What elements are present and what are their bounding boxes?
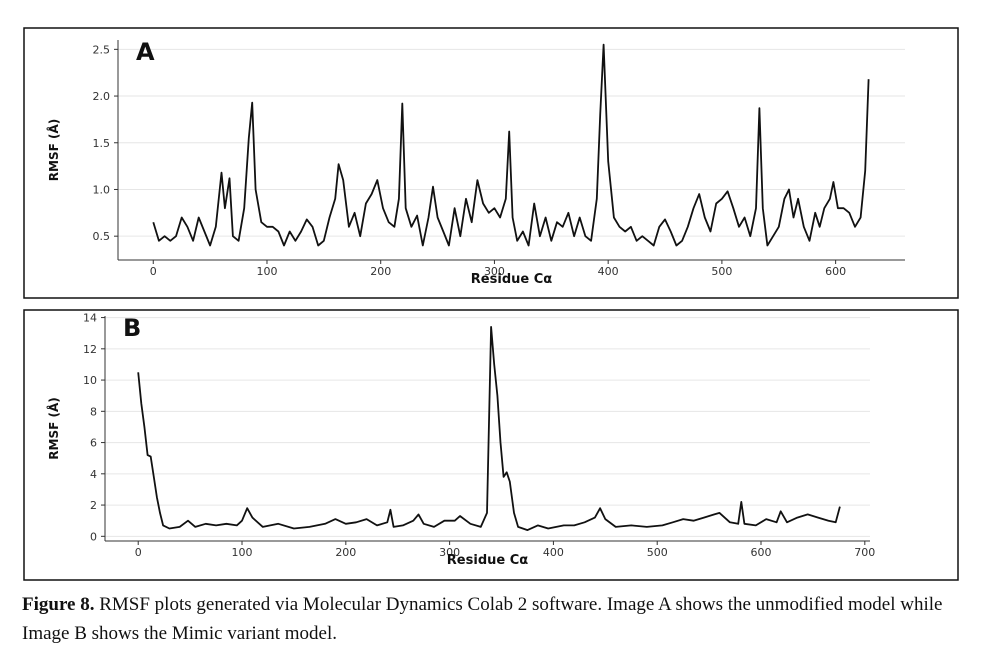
panel-border [23, 27, 959, 299]
y-tick-label: 1.0 [93, 183, 111, 196]
y-tick-label: 0.5 [93, 230, 111, 243]
x-tick-label: 400 [543, 546, 564, 559]
panel-label: A [136, 38, 155, 66]
caption-text: RMSF plots generated via Molecular Dynam… [22, 594, 943, 644]
caption: Figure 8. RMSF plots generated via Molec… [22, 590, 982, 648]
y-tick-label: 2 [90, 499, 97, 512]
x-tick-label: 600 [825, 265, 846, 278]
y-tick-label: 6 [90, 437, 97, 450]
figure: 0.51.01.52.02.50 100 200 300 400 500 600Residu… [23, 27, 959, 581]
x-tick-label: 0 [135, 546, 142, 559]
x-tick-label: 700 [854, 546, 875, 559]
x-tick-label: 500 [711, 265, 732, 278]
rmsf-line [152, 43, 870, 247]
x-tick-label: 100 [256, 265, 277, 278]
y-tick-label: 14 [83, 312, 97, 325]
y-tick-label: 4 [90, 468, 97, 481]
panel-border [23, 309, 959, 581]
y-tick-label: 12 [83, 343, 97, 356]
y-tick-label: 0 [90, 530, 97, 543]
caption-label: Figure 8. [22, 594, 95, 615]
x-tick-label: 600 [751, 546, 772, 559]
x-tick-label: 200 [335, 546, 356, 559]
y-tick-label: 1.5 [93, 137, 111, 150]
y-tick-label: 2.5 [93, 43, 111, 56]
x-tick-label: 500 [647, 546, 668, 559]
x-tick-label: 0 [150, 265, 157, 278]
x-axis-label: Residue Cα [471, 272, 552, 287]
y-tick-label: 10 [83, 374, 97, 387]
x-tick-label: 300 [439, 546, 460, 559]
x-tick-label: 200 [370, 265, 391, 278]
y-axis-label: RMSF (Å) [46, 397, 61, 459]
rmsf-line [137, 326, 841, 531]
y-tick-label: 2.0 [93, 90, 111, 103]
y-axis-label: RMSF (Å) [46, 119, 61, 181]
panel-label: B [123, 314, 141, 342]
x-axis-label: Residue Cα [447, 553, 528, 568]
x-tick-label: 300 [484, 265, 505, 278]
x-tick-label: 400 [598, 265, 619, 278]
x-tick-label: 100 [232, 546, 253, 559]
y-tick-label: 8 [90, 405, 97, 418]
